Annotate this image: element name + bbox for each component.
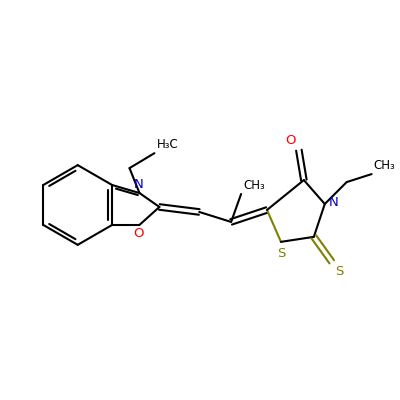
Text: O: O [285,134,296,147]
Text: S: S [277,247,285,260]
Text: N: N [329,196,338,210]
Text: CH₃: CH₃ [243,179,265,192]
Text: S: S [335,265,343,278]
Text: CH₃: CH₃ [374,159,395,172]
Text: N: N [134,178,143,191]
Text: O: O [133,227,144,240]
Text: H₃C: H₃C [156,138,178,151]
